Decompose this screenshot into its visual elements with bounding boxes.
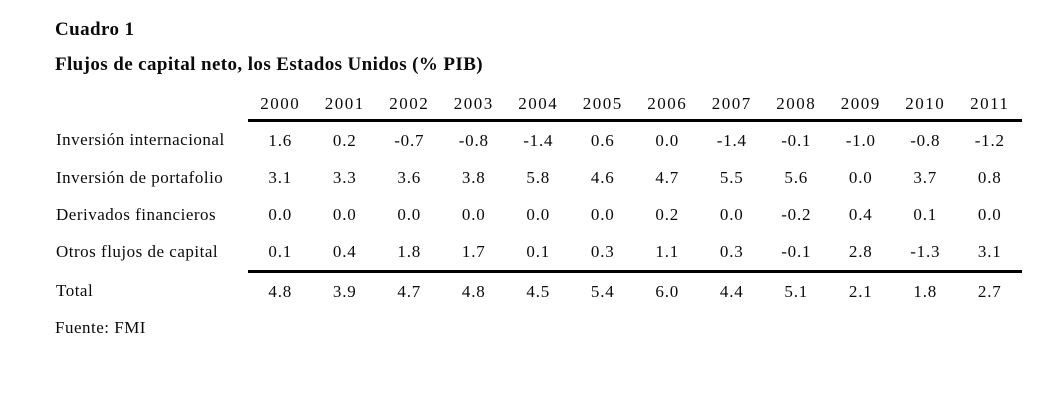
value-cell: 0.1: [506, 233, 571, 273]
value-cell: 0.0: [526, 204, 551, 224]
total-row: Total 4.8 3.9 4.7 4.8 4.5 5.4 6.0 4.4 5.1 2.1 1.8 2.…: [55, 272, 1022, 314]
year-header: 2004: [506, 92, 571, 122]
value-cell: 5.5: [719, 167, 744, 187]
year-header: 2001: [312, 92, 377, 122]
value-cell: 0.0: [268, 204, 293, 224]
value-cell: 0.0: [655, 130, 680, 150]
value-cell: 4.7: [655, 167, 680, 187]
year-header: 2000: [248, 92, 313, 122]
table-row: Inversión internacional 1.6 0.2 -0.7 -0.8 -1.…: [55, 121, 1022, 160]
table-row: Inversión de portafolio 3.1 3.3 3.6 3.8 5.8 4.…: [55, 159, 1022, 196]
value-cell: 4.4: [719, 282, 744, 301]
value-cell: 0.0: [590, 204, 615, 224]
corner-cell: [55, 92, 248, 121]
value-cell: 0.3: [699, 233, 764, 273]
value-cell: -0.1: [764, 233, 829, 273]
value-cell: 1.6: [268, 130, 293, 150]
value-cell: 3.6: [397, 167, 422, 187]
table-number-title: Cuadro 1: [55, 19, 135, 40]
value-cell: 3.9: [332, 282, 357, 301]
row-label: Inversión internacional: [56, 129, 225, 149]
table-row: Derivados financieros 0.0 0.0 0.0 0.0 0.0 0.0 0…: [55, 196, 1022, 233]
value-cell: 0.1: [913, 204, 938, 224]
value-cell: 0.4: [312, 233, 377, 273]
value-cell: 4.6: [590, 167, 615, 187]
year-header: 2009: [828, 92, 893, 122]
value-cell: 0.2: [655, 204, 680, 224]
value-cell: 0.0: [332, 204, 357, 224]
value-cell: 3.3: [332, 167, 357, 187]
value-cell: 1.1: [635, 233, 700, 273]
value-cell: 5.4: [590, 282, 615, 301]
year-header: 2006: [635, 92, 700, 122]
value-cell: -1.3: [893, 233, 958, 273]
value-cell: 0.0: [719, 204, 744, 224]
value-cell: 1.7: [441, 233, 506, 273]
value-cell: -1.0: [845, 130, 876, 150]
value-cell: 0.0: [397, 204, 422, 224]
value-cell: -1.4: [716, 130, 747, 150]
value-cell: -1.4: [523, 130, 554, 150]
value-cell: 3.8: [461, 167, 486, 187]
year-header-row: 2000 2001 2002 2003 2004 2005 2006 2007 2008 2009…: [55, 92, 1022, 122]
capital-flows-table: 2000 2001 2002 2003 2004 2005 2006 2007 2008 2009…: [55, 92, 1022, 313]
value-cell: 5.1: [784, 282, 809, 301]
table-body: Inversión internacional 1.6 0.2 -0.7 -0.8 -1.…: [55, 121, 1022, 273]
value-cell: 4.8: [268, 282, 293, 301]
value-cell: 0.0: [461, 204, 486, 224]
value-cell: -0.1: [781, 130, 812, 150]
value-cell: 6.0: [655, 282, 680, 301]
year-header: 2011: [957, 92, 1022, 122]
value-cell: 1.8: [913, 282, 938, 301]
value-cell: 0.2: [332, 130, 357, 150]
value-cell: 4.7: [397, 282, 422, 301]
row-label: Otros flujos de capital: [56, 242, 219, 262]
value-cell: 2.7: [977, 282, 1002, 301]
value-cell: 2.1: [848, 282, 873, 301]
value-cell: 0.4: [848, 204, 873, 224]
table-subtitle: Flujos de capital neto, los Estados Unid…: [55, 54, 484, 75]
value-cell: 1.8: [377, 233, 442, 273]
year-header: 2010: [893, 92, 958, 122]
value-cell: 3.1: [957, 233, 1022, 273]
value-cell: 3.1: [268, 167, 293, 187]
year-header: 2002: [377, 92, 442, 122]
value-cell: -0.7: [394, 130, 425, 150]
value-cell: 4.8: [461, 282, 486, 301]
value-cell: 5.8: [526, 167, 551, 187]
value-cell: 0.0: [977, 204, 1002, 224]
value-cell: 0.1: [248, 233, 313, 273]
row-label: Total: [56, 281, 94, 301]
source-note: Fuente: FMI: [55, 318, 146, 337]
table-row: Otros flujos de capital 0.1 0.4 1.8 1.7 0.1 0.…: [55, 233, 1022, 273]
value-cell: -0.2: [781, 204, 812, 224]
value-cell: 0.6: [590, 130, 615, 150]
row-label: Derivados financieros: [56, 204, 217, 224]
value-cell: -0.8: [910, 130, 941, 150]
year-header: 2008: [764, 92, 829, 122]
value-cell: 0.8: [977, 167, 1002, 187]
value-cell: 0.0: [848, 167, 873, 187]
table-total-section: Total 4.8 3.9 4.7 4.8 4.5 5.4 6.0 4.4 5.1 2.1 1.8 2.…: [55, 272, 1022, 314]
value-cell: -0.8: [458, 130, 489, 150]
row-label: Inversión de portafolio: [56, 167, 224, 187]
year-header: 2003: [441, 92, 506, 122]
value-cell: 3.7: [913, 167, 938, 187]
year-header: 2005: [570, 92, 635, 122]
value-cell: -1.2: [974, 130, 1005, 150]
value-cell: 2.8: [828, 233, 893, 273]
year-header: 2007: [699, 92, 764, 122]
value-cell: 5.6: [784, 167, 809, 187]
value-cell: 0.3: [570, 233, 635, 273]
value-cell: 4.5: [526, 282, 551, 301]
